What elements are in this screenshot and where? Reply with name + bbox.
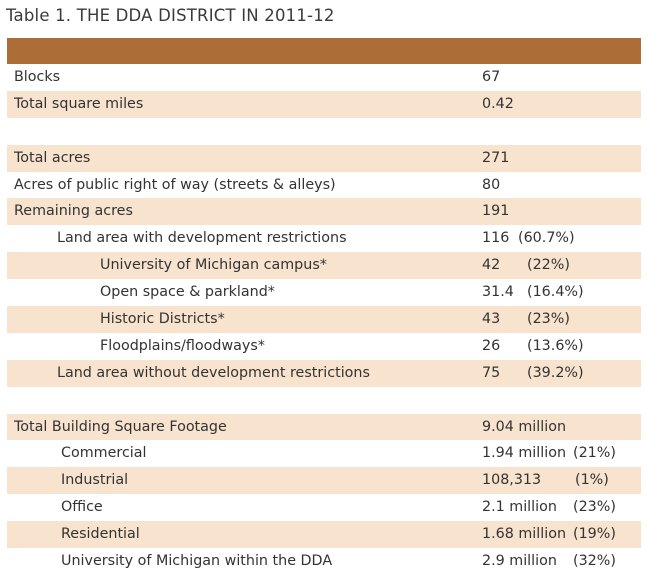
row-percent: (13.6%) [527, 337, 584, 354]
row-label: Remaining acres [14, 203, 133, 220]
row-label: Land area without development restrictio… [57, 364, 370, 381]
table-row: Open space & parkland* 31.4 (16.4%) [7, 279, 641, 306]
row-percent: (60.7%) [518, 230, 575, 247]
row-label: Open space & parkland* [100, 284, 275, 301]
table-row: University of Michigan within the DDA 2.… [7, 548, 641, 575]
row-value: 31.4 [482, 284, 514, 301]
row-label: University of Michigan within the DDA [61, 553, 333, 570]
row-percent: (21%) [573, 445, 616, 462]
row-label: Office [61, 499, 103, 516]
row-value: 116 [482, 230, 510, 247]
row-label: Total Building Square Footage [14, 418, 227, 435]
table-header-bar [7, 38, 641, 64]
row-value: 9.04 million [482, 418, 567, 435]
row-percent: (19%) [573, 526, 616, 543]
row-label: Residential [61, 526, 140, 543]
table-row: Office 2.1 million (23%) [7, 494, 641, 521]
table-row: Land area without development restrictio… [7, 359, 641, 387]
table-row: University of Michigan campus* 42 (22%) [7, 252, 641, 280]
table-title: Table 1. THE DDA DISTRICT IN 2011-12 [6, 6, 335, 25]
row-percent: (23%) [573, 499, 616, 516]
row-value: 67 [482, 69, 501, 85]
table-row: Historic Districts* 43 (23%) [7, 306, 641, 333]
table-row: Industrial 108,313 (1%) [7, 467, 641, 495]
row-label: Acres of public right of way (streets & … [14, 176, 336, 193]
row-label: Floodplains/floodways* [100, 337, 265, 354]
row-value: 0.42 [482, 95, 514, 112]
row-label: University of Michigan campus* [100, 257, 327, 274]
row-label: Historic Districts* [100, 311, 225, 328]
row-value: 191 [482, 203, 510, 220]
row-percent: (16.4%) [527, 284, 584, 301]
row-value: 2.9 million [482, 553, 557, 570]
row-label: Blocks [14, 69, 61, 85]
row-value: 108,313 [482, 472, 542, 489]
row-value: 271 [482, 149, 510, 166]
row-percent: (39.2%) [527, 364, 584, 381]
spacer-row [7, 118, 641, 145]
table-row: Floodplains/floodways* 26 (13.6%) [7, 333, 641, 360]
row-value: 1.68 million [482, 526, 567, 543]
data-table: Blocks 67 Total square miles 0.42 Total … [7, 64, 641, 575]
row-value: 75 [482, 364, 501, 381]
table-row: Total Building Square Footage 9.04 milli… [7, 413, 641, 441]
row-value: 1.94 million [482, 445, 567, 462]
table-row: Acres of public right of way (streets & … [7, 172, 641, 199]
table-row: Blocks 67 [7, 64, 641, 91]
row-value: 42 [482, 257, 501, 274]
row-value: 80 [482, 176, 501, 193]
row-value: 43 [482, 311, 501, 328]
table-row: Commercial 1.94 million (21%) [7, 440, 641, 467]
row-percent: (22%) [527, 257, 570, 274]
row-label: Total square miles [14, 95, 144, 112]
row-percent: (32%) [573, 553, 616, 570]
row-label: Commercial [61, 445, 147, 462]
row-label: Land area with development restrictions [57, 230, 347, 247]
row-value: 26 [482, 337, 501, 354]
spacer-row [7, 387, 641, 414]
table-row: Remaining acres 191 [7, 198, 641, 226]
row-percent: (1%) [575, 472, 609, 489]
row-label: Total acres [14, 149, 91, 166]
table-row: Residential 1.68 million (19%) [7, 521, 641, 549]
row-label: Industrial [61, 472, 129, 489]
table-row: Land area with development restrictions … [7, 225, 641, 252]
row-percent: (23%) [527, 311, 570, 328]
table-row: Total square miles 0.42 [7, 90, 641, 118]
table-row: Total acres 271 [7, 144, 641, 172]
row-value: 2.1 million [482, 499, 557, 516]
